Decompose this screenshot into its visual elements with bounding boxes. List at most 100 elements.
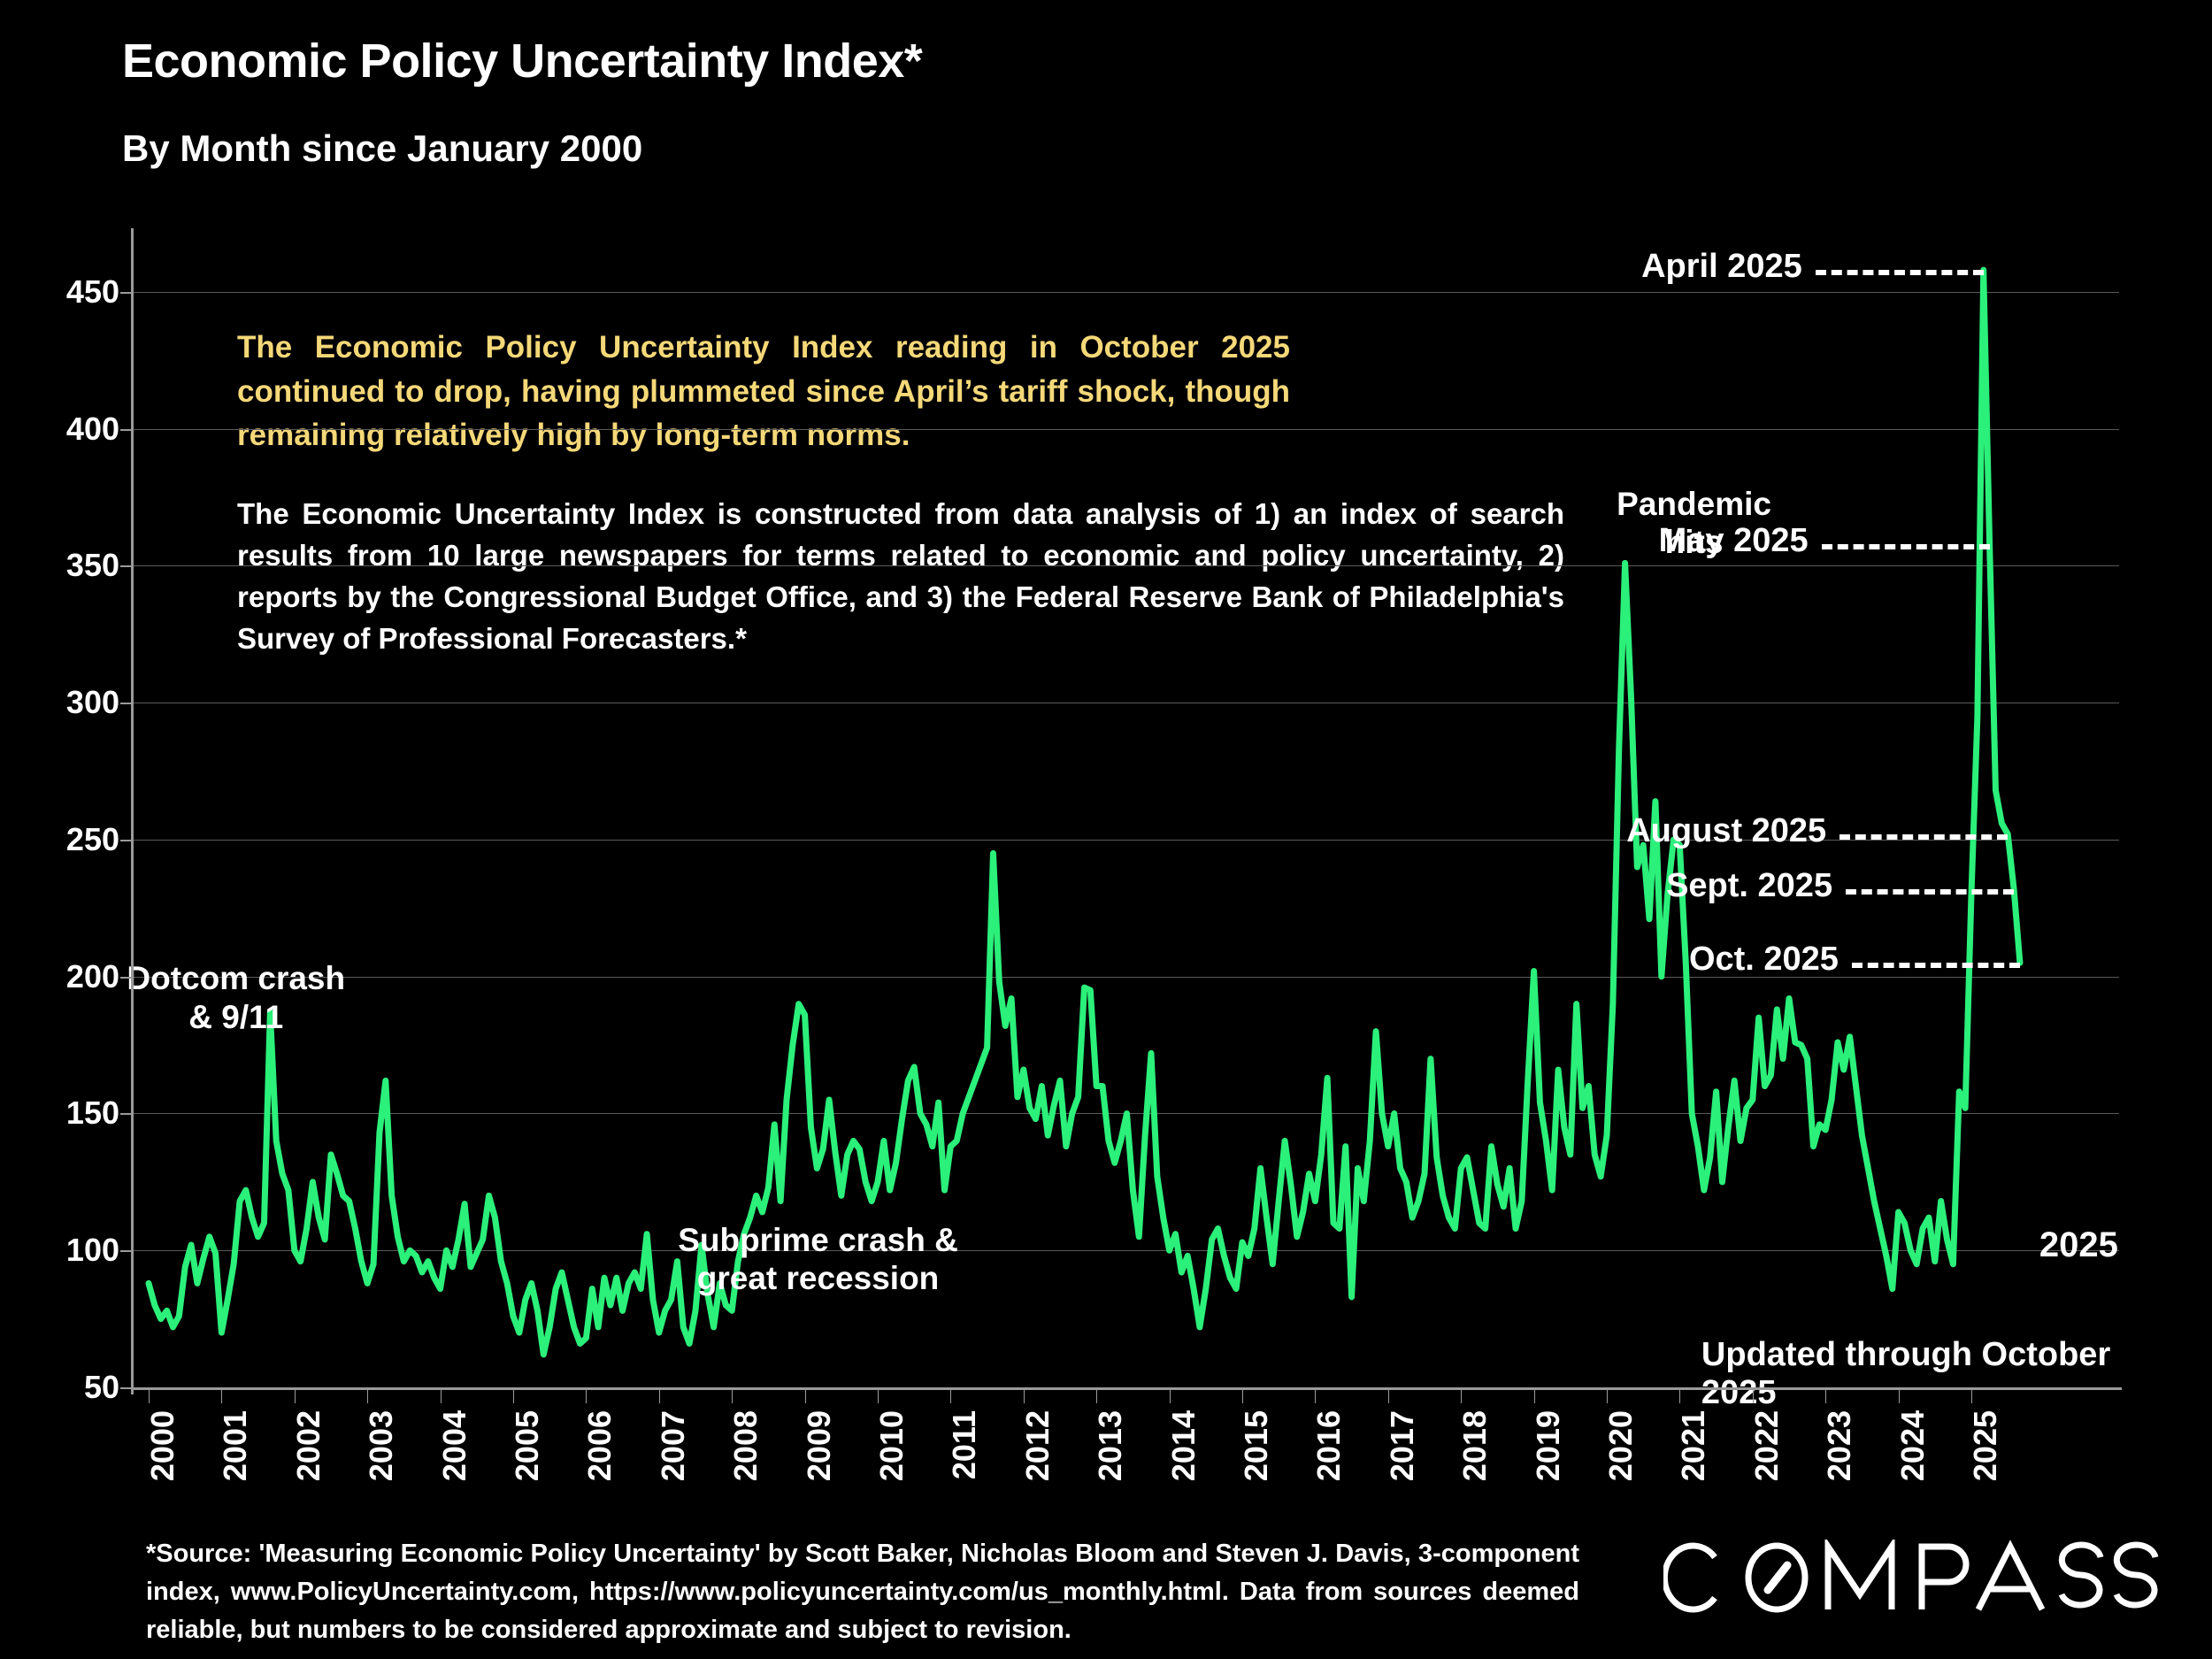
x-tick-label: 2000 (144, 1410, 180, 1482)
y-tick-label: 300 (65, 684, 119, 721)
x-tick-label: 2007 (654, 1410, 691, 1482)
x-tick-mark (878, 1387, 879, 1403)
x-tick-label: 2013 (1092, 1410, 1129, 1482)
updated-through-label: Updated through October 2025 (1701, 1336, 2111, 1411)
callout-leader-line (1851, 963, 2020, 969)
callout-leader-line (1839, 833, 2008, 840)
x-tick-mark (1752, 1387, 1754, 1403)
callout-label-sept-2025: Sept. 2025 (1666, 866, 1833, 904)
compass-logo (1663, 1540, 2159, 1616)
x-axis: 2000 2001 2002 2003 2004 2005 2006 2007 2008 2009… (133, 1387, 2119, 1564)
callout-label-may-2025: May 2025 (1658, 521, 1809, 559)
callout-label-april-2025: April 2025 (1641, 248, 1802, 286)
x-tick-mark (1169, 1387, 1171, 1403)
x-tick-mark (804, 1387, 806, 1403)
callout-leader-line (1821, 543, 1990, 549)
y-tick-mark (120, 839, 133, 841)
x-tick-label: 2001 (217, 1410, 254, 1482)
x-tick-mark (367, 1387, 369, 1403)
x-tick-label: 2006 (581, 1410, 618, 1482)
annotation-subprime: Subprime crash & great recession (678, 1221, 958, 1297)
y-tick-mark (120, 1250, 133, 1253)
x-tick-mark (1315, 1387, 1317, 1403)
x-tick-label: 2018 (1456, 1410, 1494, 1482)
series-end-label: 2025 (2039, 1225, 2118, 1265)
x-tick-label: 2011 (946, 1410, 983, 1480)
annotation-pandemic: Pandemic hits (1617, 485, 1771, 561)
x-tick-mark (658, 1387, 660, 1403)
x-tick-label: 2003 (363, 1410, 400, 1482)
y-tick-mark (120, 976, 133, 979)
y-tick-label: 150 (65, 1094, 119, 1132)
gridline (133, 428, 2119, 430)
x-tick-mark (732, 1387, 733, 1403)
y-tick-mark (120, 291, 133, 294)
page-title: Economic Policy Uncertainty Index* (122, 35, 923, 88)
y-tick-mark (120, 703, 133, 705)
x-tick-mark (221, 1387, 223, 1403)
x-tick-label: 2005 (509, 1410, 545, 1482)
gridline (133, 565, 2119, 567)
gridline (133, 839, 2119, 841)
x-tick-label: 2017 (1383, 1410, 1420, 1482)
series-line-epu (145, 266, 2024, 1358)
x-tick-label: 2019 (1529, 1410, 1566, 1482)
x-tick-mark (513, 1387, 514, 1403)
page-subtitle: By Month since January 2000 (122, 127, 643, 169)
x-tick-mark (1607, 1387, 1608, 1403)
y-tick-label: 200 (65, 957, 119, 995)
x-tick-mark (1096, 1387, 1098, 1403)
x-tick-label: 2004 (435, 1410, 472, 1482)
x-tick-label: 2015 (1238, 1410, 1274, 1482)
source-footnote: *Source: 'Measuring Economic Policy Unce… (146, 1540, 1579, 1644)
gridline (133, 976, 2119, 978)
x-tick-mark (1825, 1387, 1827, 1403)
x-tick-mark (1898, 1387, 1900, 1403)
x-tick-label: 2021 (1675, 1410, 1712, 1482)
annotation-dotcom: Dotcom crash & 9/11 (127, 960, 346, 1036)
x-tick-mark (1971, 1387, 1972, 1403)
y-tick-label: 50 (83, 1369, 119, 1405)
x-tick-mark (1461, 1387, 1463, 1403)
x-tick-mark (1242, 1387, 1243, 1403)
x-tick-label: 2024 (1893, 1410, 1931, 1482)
y-tick-label: 450 (65, 273, 119, 310)
x-tick-mark (1533, 1387, 1535, 1403)
x-tick-label: 2012 (1018, 1410, 1056, 1482)
callout-label-august-2025: August 2025 (1626, 811, 1827, 849)
x-tick-label: 2025 (1967, 1410, 2003, 1482)
y-tick-mark (120, 1387, 133, 1389)
x-tick-mark (294, 1387, 296, 1403)
x-tick-label: 2020 (1602, 1410, 1639, 1482)
callout-label-oct-2025: Oct. 2025 (1688, 941, 1839, 979)
highlight-note: The Economic Policy Uncertainty Index re… (237, 330, 1290, 453)
x-tick-mark (1023, 1387, 1025, 1403)
x-tick-label: 2023 (1821, 1410, 1858, 1482)
x-tick-mark (586, 1387, 588, 1403)
plot-area: Dotcom crash & 9/11 Subprime crash & grea… (127, 237, 2119, 1411)
x-tick-label: 2016 (1310, 1410, 1348, 1482)
x-tick-label: 2008 (727, 1410, 764, 1482)
gridline (133, 1250, 2119, 1252)
y-tick-label: 400 (65, 410, 119, 447)
gridline (133, 291, 2119, 293)
x-axis-line (131, 1387, 2122, 1390)
y-tick-mark (120, 565, 133, 568)
x-tick-mark (1387, 1387, 1389, 1403)
x-tick-label: 2022 (1747, 1410, 1785, 1482)
y-tick-mark (120, 428, 133, 431)
x-tick-label: 2002 (289, 1410, 326, 1482)
x-tick-mark (149, 1387, 150, 1403)
y-axis-line (131, 228, 134, 1394)
x-tick-label: 2014 (1164, 1410, 1202, 1482)
x-tick-label: 2010 (873, 1410, 910, 1482)
y-tick-label: 250 (65, 820, 119, 857)
y-tick-label: 350 (65, 547, 119, 584)
y-tick-mark (120, 1113, 133, 1116)
x-tick-mark (1679, 1387, 1681, 1403)
y-tick-label: 100 (65, 1232, 119, 1269)
callout-leader-line (1815, 270, 1984, 276)
x-tick-mark (950, 1387, 952, 1403)
x-tick-label: 2009 (800, 1410, 837, 1482)
